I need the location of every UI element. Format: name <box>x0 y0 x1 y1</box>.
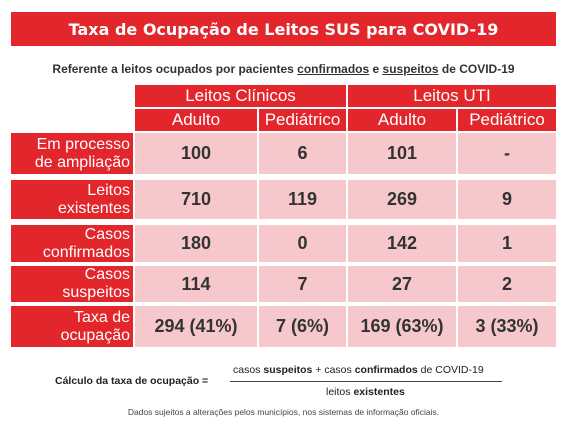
table-cell: 101 <box>348 133 456 174</box>
group-header-clinicos: Leitos Clínicos <box>135 85 346 107</box>
table-cell: 0 <box>259 225 346 262</box>
subtitle-confirmados: confirmados <box>297 62 370 76</box>
row-label: Casos confirmados <box>11 225 133 262</box>
table-cell: 294 (41%) <box>135 306 257 347</box>
subtitle: Referente a leitos ocupados por paciente… <box>0 62 567 76</box>
row-label: Em processo de ampliação <box>11 133 133 174</box>
formula-num-text-3: de COVID-19 <box>417 364 484 376</box>
table-cell: 6 <box>259 133 346 174</box>
column-header: Adulto <box>135 109 257 131</box>
formula-num-bold-1: suspeitos <box>263 364 313 376</box>
formula: Cálculo da taxa de ocupação = casos susp… <box>0 362 567 402</box>
fraction-bar <box>230 381 502 382</box>
table-cell: 169 (63%) <box>348 306 456 347</box>
page-title: Taxa de Ocupação de Leitos SUS para COVI… <box>11 12 556 46</box>
table-cell: 27 <box>348 266 456 302</box>
row-label: Casos suspeitos <box>11 266 133 302</box>
table-cell: 7 <box>259 266 346 302</box>
column-header: Pediátrico <box>458 109 556 131</box>
formula-num-text-1: casos <box>233 364 264 376</box>
row-label: Leitos existentes <box>11 180 133 219</box>
subtitle-and: e <box>369 62 383 76</box>
formula-den-bold: existentes <box>353 386 405 398</box>
table-cell: 3 (33%) <box>458 306 556 347</box>
table-cell: 9 <box>458 180 556 219</box>
group-header-uti: Leitos UTI <box>348 85 556 107</box>
table-cell: - <box>458 133 556 174</box>
formula-label: Cálculo da taxa de ocupação = <box>55 375 209 387</box>
occupancy-table: Leitos Clínicos Leitos UTI Adulto Pediátric… <box>11 85 556 347</box>
table-cell: 1 <box>458 225 556 262</box>
table-cell: 7 (6%) <box>259 306 346 347</box>
formula-denominator: leitos existentes <box>326 386 405 398</box>
footnote: Dados sujeitos a alterações pelos municí… <box>127 407 440 417</box>
table-cell: 2 <box>458 266 556 302</box>
subtitle-end: de COVID-19 <box>438 62 515 76</box>
table-cell: 269 <box>348 180 456 219</box>
column-header: Adulto <box>348 109 456 131</box>
subtitle-text: Referente a leitos ocupados por paciente… <box>52 62 298 76</box>
table-cell: 142 <box>348 225 456 262</box>
table-cell: 114 <box>135 266 257 302</box>
subtitle-suspeitos: suspeitos <box>382 62 439 76</box>
table-cell: 710 <box>135 180 257 219</box>
table-cell: 119 <box>259 180 346 219</box>
formula-den-text: leitos <box>326 386 354 398</box>
table-cell: 180 <box>135 225 257 262</box>
formula-num-text-2: + casos <box>312 364 355 376</box>
table-cell: 100 <box>135 133 257 174</box>
formula-num-bold-2: confirmados <box>354 364 418 376</box>
row-label: Taxa de ocupação <box>11 306 133 347</box>
formula-numerator: casos suspeitos + casos confirmados de C… <box>233 364 484 376</box>
column-header: Pediátrico <box>259 109 346 131</box>
